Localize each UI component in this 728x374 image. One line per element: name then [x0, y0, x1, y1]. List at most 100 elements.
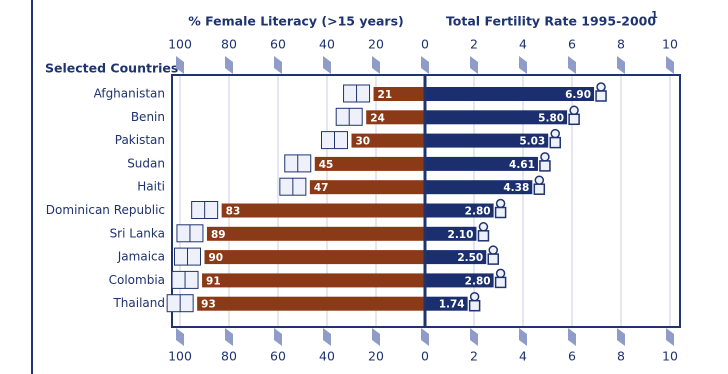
tick-tab	[617, 328, 625, 346]
x-tick-label: 10	[662, 349, 678, 364]
category-label: Benin	[131, 110, 165, 124]
x-tick-label: 80	[221, 37, 237, 52]
right-title: Total Fertility Rate 1995-2000	[446, 14, 656, 29]
x-tick-label: 0	[421, 349, 429, 364]
bar	[221, 203, 425, 218]
x-tick-label: 20	[368, 349, 384, 364]
tick-tab	[176, 56, 184, 74]
tick-tab	[568, 328, 576, 346]
category-label: Sudan	[127, 156, 165, 170]
value-label: 89	[211, 229, 226, 241]
bar	[425, 180, 533, 195]
baby-icon	[533, 183, 546, 195]
value-label: 4.38	[503, 182, 529, 194]
tick-tab	[274, 328, 282, 346]
marks: 21 6.90 24 5.80 30 5.03 45 4.61 47 4.38 83 2.80 89 2.…	[166, 82, 607, 313]
category-label: Thailand	[112, 296, 165, 310]
bar	[202, 273, 425, 288]
bar	[425, 203, 494, 218]
value-label: 47	[314, 182, 329, 194]
bar	[425, 87, 595, 101]
value-label: 4.61	[509, 159, 535, 171]
x-tick-label: 4	[519, 349, 527, 364]
bar	[314, 156, 425, 171]
value-label: 2.10	[448, 229, 474, 241]
tick-tab	[176, 328, 184, 346]
tick-tab	[225, 56, 233, 74]
x-tick-label: 8	[617, 349, 625, 364]
tick-tab	[666, 56, 674, 74]
x-tick-label: 4	[519, 37, 527, 52]
category-label: Pakistan	[115, 133, 165, 147]
bar	[425, 110, 568, 125]
x-tick-label: 20	[368, 37, 384, 52]
baby-icon	[468, 299, 481, 312]
baby-icon	[494, 276, 507, 289]
left-title: % Female Literacy (>15 years)	[188, 14, 404, 29]
value-label: 5.03	[519, 136, 545, 148]
baby-icon	[488, 245, 498, 255]
baby-icon	[568, 113, 580, 126]
baby-icon	[540, 152, 550, 162]
x-tick-label: 10	[662, 37, 678, 52]
value-label: 21	[378, 89, 393, 101]
value-label: 2.80	[465, 275, 491, 287]
bar	[425, 226, 477, 241]
value-label: 2.80	[465, 206, 491, 218]
baby-icon	[550, 128, 560, 139]
bar	[206, 226, 425, 241]
tick-tab	[323, 328, 331, 346]
baby-icon	[539, 160, 551, 172]
value-label: 5.80	[538, 112, 564, 124]
value-label: 30	[356, 136, 371, 148]
x-tick-label: 60	[270, 349, 286, 364]
baby-icon	[477, 230, 490, 242]
value-label: 91	[206, 275, 221, 287]
x-tick-label: 80	[221, 349, 237, 364]
category-label: Jamaica	[117, 250, 165, 264]
tick-tab	[225, 328, 233, 346]
tick-tab	[421, 328, 429, 346]
tick-tab	[421, 56, 429, 74]
bar	[425, 250, 487, 265]
tick-tab	[470, 328, 478, 346]
bar	[425, 296, 468, 311]
baby-icon	[495, 198, 506, 209]
baby-icon	[494, 206, 507, 219]
value-label: 1.74	[439, 299, 465, 311]
x-tick-label: 100	[168, 349, 192, 364]
value-label: 93	[201, 299, 216, 311]
baby-icon	[534, 175, 545, 185]
tick-tab	[617, 56, 625, 74]
value-label: 6.90	[565, 89, 591, 101]
bar	[425, 133, 549, 148]
category-label: Afghanistan	[94, 87, 165, 101]
tick-tab	[666, 328, 674, 346]
x-tick-label: 8	[617, 37, 625, 52]
x-tick-label: 60	[270, 37, 286, 52]
title-note: 1	[651, 10, 658, 21]
value-label: 90	[209, 252, 224, 264]
bar	[373, 87, 425, 101]
x-tick-label: 40	[319, 349, 335, 364]
baby-icon	[487, 253, 499, 265]
category-header: Selected Countries	[45, 61, 178, 76]
x-tick-label: 6	[568, 349, 576, 364]
category-label: Dominican Republic	[46, 203, 165, 217]
tick-tab	[519, 56, 527, 74]
value-label: 2.50	[457, 252, 483, 264]
bar	[309, 180, 425, 195]
category-label: Colombia	[109, 273, 165, 287]
baby-icon	[469, 291, 480, 302]
x-tick-label: 40	[319, 37, 335, 52]
tick-tab	[274, 56, 282, 74]
bar	[366, 110, 425, 125]
bar	[204, 250, 425, 265]
tick-tab	[323, 56, 331, 74]
tick-tab	[519, 328, 527, 346]
tick-tab	[372, 56, 380, 74]
bar	[351, 133, 425, 148]
tick-tab	[372, 328, 380, 346]
baby-icon	[596, 82, 606, 92]
